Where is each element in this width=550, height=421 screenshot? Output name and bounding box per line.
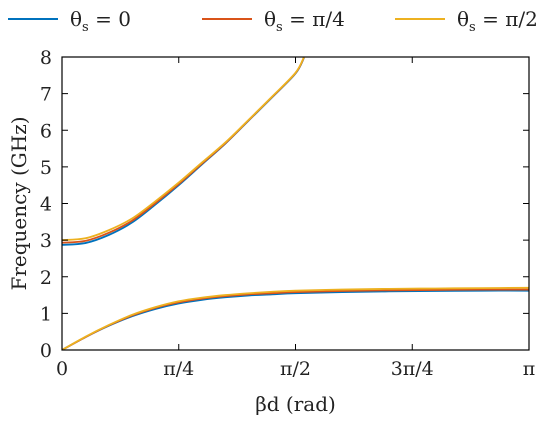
series-1-lower-band-line (62, 288, 529, 350)
y-axis-title: Frequency (GHz) (7, 116, 31, 290)
y-tick-label: 0 (40, 340, 52, 362)
legend-label: θs = π/4 (264, 7, 345, 35)
legend-item-1: θs = π/4 (202, 7, 345, 35)
x-tick-label: 3π/4 (391, 358, 434, 380)
y-tick-label: 3 (40, 230, 52, 252)
x-tick-label: π (523, 358, 536, 380)
series-1-upper-band-line (62, 57, 305, 244)
plot-frame (61, 56, 530, 351)
series-2-lower-band-line (62, 286, 529, 350)
y-tick-label: 1 (40, 303, 52, 325)
legend-item-0: θs = 0 (8, 7, 131, 35)
x-tick-label: π/4 (163, 358, 194, 380)
plot-curves (62, 57, 529, 350)
y-tick-label: 8 (40, 47, 52, 69)
x-axis-title: βd (rad) (255, 392, 336, 416)
series-2-upper-band-line (62, 57, 305, 242)
legend: θs = 0 θs = π/4 θs = π/2 (8, 7, 538, 35)
x-tick-label: 0 (56, 358, 68, 380)
y-tick-label: 2 (40, 267, 52, 289)
y-axis: 0 1 2 3 4 5 6 7 8 (40, 47, 529, 362)
y-tick-label: 4 (40, 194, 52, 216)
y-tick-label: 6 (40, 120, 52, 142)
legend-label: θs = 0 (70, 7, 131, 35)
series-0-lower-band-line (62, 289, 529, 350)
y-tick-label: 7 (40, 84, 52, 106)
legend-item-2: θs = π/2 (395, 7, 538, 35)
legend-label: θs = π/2 (457, 7, 538, 35)
series-0-upper-band-line (62, 57, 305, 246)
x-tick-label: π/2 (280, 358, 311, 380)
y-tick-label: 5 (40, 157, 52, 179)
x-axis: 0 π/4 π/2 3π/4 π (56, 57, 535, 380)
